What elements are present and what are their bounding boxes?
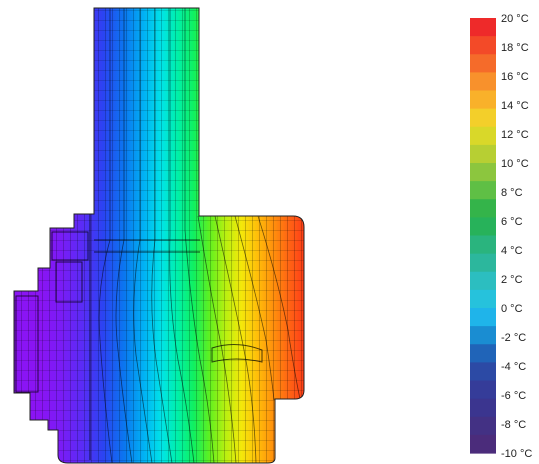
legend-swatch <box>470 434 496 454</box>
legend-swatch <box>470 362 496 382</box>
legend-swatch <box>470 90 496 110</box>
legend-label: -2 °C <box>501 332 526 344</box>
legend-label: 18 °C <box>501 42 529 54</box>
legend-label: 4 °C <box>501 245 523 257</box>
legend-labels: 20 °C 18 °C 16 °C 14 °C 12 °C 10 °C 8 °C 6 °C 4 … <box>501 13 532 460</box>
legend-swatch <box>470 217 496 237</box>
legend-swatch <box>470 163 496 182</box>
legend-swatch <box>470 235 496 255</box>
thermal-body <box>14 8 304 463</box>
frame-profile-details <box>15 214 263 460</box>
legend-label: 2 °C <box>501 274 523 286</box>
legend-label: 12 °C <box>501 129 529 141</box>
legend-swatch <box>470 289 496 309</box>
legend-label: 14 °C <box>501 100 529 112</box>
legend-label: -4 °C <box>501 361 526 373</box>
legend-swatch <box>470 18 496 37</box>
legend-swatch <box>470 108 496 128</box>
legend-label: 6 °C <box>501 216 523 228</box>
legend-swatch <box>470 199 496 218</box>
legend-label: 16 °C <box>501 71 529 83</box>
legend-swatch <box>470 271 496 291</box>
legend-swatch <box>470 126 496 146</box>
legend-label: 10 °C <box>501 158 529 170</box>
legend-swatch <box>470 380 496 400</box>
legend-label: -8 °C <box>501 419 526 431</box>
legend-swatch <box>470 344 496 363</box>
legend-swatch <box>470 326 496 345</box>
legend-label: -6 °C <box>501 390 526 402</box>
legend-swatch <box>470 308 496 327</box>
legend-swatch <box>470 54 496 73</box>
legend-swatch <box>470 416 496 436</box>
legend-label: 8 °C <box>501 187 523 199</box>
legend-swatch <box>470 398 496 418</box>
legend-label: 0 °C <box>501 303 523 315</box>
legend-swatch <box>470 253 496 273</box>
legend-swatch <box>470 36 496 55</box>
legend-label: 20 °C <box>501 13 529 25</box>
legend-label: -10 °C <box>501 448 532 460</box>
temperature-legend <box>470 18 496 454</box>
legend-swatch <box>470 144 496 164</box>
legend-swatch <box>470 72 496 92</box>
legend-swatch <box>470 181 496 200</box>
